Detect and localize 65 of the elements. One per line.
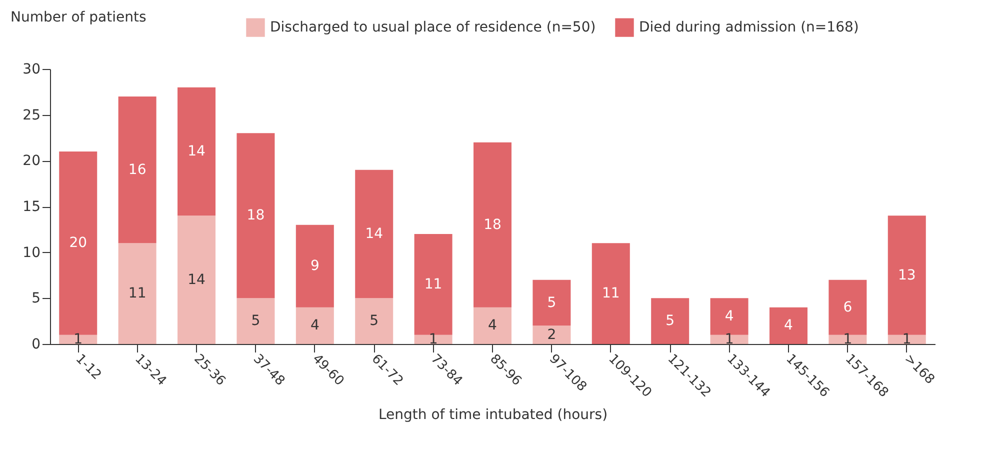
bar [236, 298, 275, 344]
data-label: 6 [843, 299, 852, 316]
data-label: 18 [246, 208, 265, 224]
bar [888, 334, 926, 344]
data-label: 20 [69, 235, 88, 252]
data-label: 1 [843, 331, 852, 348]
bar [710, 334, 748, 344]
bar [532, 280, 571, 326]
data-label: 16 [128, 162, 146, 178]
data-label: 5 [666, 313, 675, 330]
data-label: 4 [488, 318, 498, 334]
bar [355, 170, 394, 298]
bar [592, 243, 630, 344]
data-label: 4 [310, 318, 320, 334]
data-label: 11 [602, 286, 620, 302]
data-label: 14 [188, 272, 206, 288]
data-label: 5 [251, 313, 260, 330]
bar [59, 334, 98, 344]
bar [532, 326, 571, 344]
bar [178, 87, 216, 216]
y-tick-label: 25 [22, 107, 40, 124]
bar [118, 96, 156, 244]
data-label: 5 [370, 313, 379, 330]
legend-label: Discharged to usual place of residence (n=50) [270, 20, 596, 36]
data-label: 11 [424, 276, 442, 292]
bar [710, 298, 748, 335]
data-label: 9 [310, 258, 320, 274]
bar [296, 307, 334, 344]
data-label: 18 [484, 216, 502, 233]
bar [474, 307, 512, 344]
bar [59, 152, 98, 335]
data-label: 1 [902, 331, 912, 348]
data-label: 4 [784, 318, 794, 334]
bar [118, 243, 156, 344]
data-label: 4 [724, 308, 734, 324]
bar [474, 142, 512, 308]
data-label: 1 [74, 331, 83, 348]
y-tick-label: 5 [32, 290, 40, 307]
y-tick-label: 30 [22, 62, 40, 78]
bar [296, 224, 334, 308]
bar [355, 298, 394, 344]
bar [769, 307, 808, 344]
data-label: 14 [365, 226, 384, 242]
bar [828, 280, 867, 335]
bar [888, 216, 926, 335]
bar [651, 298, 690, 344]
bar [828, 334, 867, 344]
data-label: 14 [188, 144, 206, 160]
bar [236, 133, 275, 298]
bar [414, 334, 452, 344]
data-label: 1 [724, 331, 734, 348]
data-label: 5 [547, 294, 556, 311]
y-axis-title: Number of patients [10, 10, 146, 26]
x-axis-title: Length of time intubated (hours) [378, 406, 608, 423]
y-tick-label: 20 [22, 153, 40, 170]
legend-label: Died during admission (n=168) [639, 20, 859, 36]
data-label: 13 [898, 267, 916, 284]
y-tick-label: 10 [22, 244, 40, 261]
data-label: 11 [128, 286, 146, 302]
y-tick-label: 0 [32, 336, 40, 352]
bar [178, 216, 216, 344]
y-tick-label: 15 [22, 199, 40, 215]
bar [414, 234, 452, 335]
data-label: 1 [428, 331, 438, 348]
data-label: 2 [547, 326, 556, 343]
